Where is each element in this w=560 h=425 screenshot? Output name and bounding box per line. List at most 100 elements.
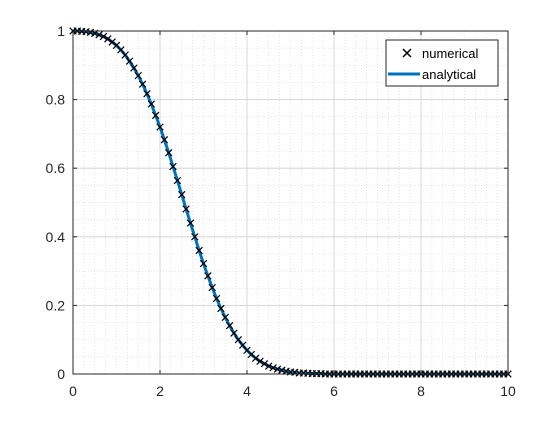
numerical-point-stroke	[269, 364, 277, 372]
numerical-point	[265, 362, 273, 370]
numerical-point-stroke	[112, 41, 121, 50]
y-tick-label: 0.2	[46, 297, 66, 313]
numerical-point-stroke	[204, 272, 212, 280]
numerical-point	[86, 28, 95, 37]
numerical-point	[143, 90, 151, 98]
numerical-point	[234, 335, 243, 344]
numerical-point-stroke	[86, 28, 95, 37]
legend-analytical-label: analytical	[422, 67, 476, 82]
numerical-point-stroke	[169, 162, 177, 171]
numerical-point-stroke	[95, 31, 103, 39]
numerical-point-stroke	[278, 366, 286, 374]
numerical-point	[125, 57, 134, 65]
numerical-point-stroke	[251, 354, 260, 362]
numerical-point-stroke	[160, 136, 169, 144]
y-tick-label: 1	[57, 23, 65, 39]
numerical-point-stroke	[199, 259, 208, 268]
numerical-point	[147, 100, 156, 108]
numerical-point-stroke	[125, 57, 134, 65]
legend: numerical analytical	[385, 39, 499, 87]
numerical-point-stroke	[156, 123, 164, 131]
numerical-point-stroke	[134, 71, 142, 80]
numerical-point	[278, 366, 286, 374]
numerical-point	[108, 38, 116, 46]
numerical-point	[156, 123, 164, 131]
numerical-point	[230, 329, 238, 337]
numerical-point-stroke	[195, 246, 203, 255]
numerical-point-stroke	[99, 32, 108, 41]
numerical-point-stroke	[117, 46, 125, 54]
x-tick-label: 6	[330, 383, 338, 399]
numerical-point	[212, 294, 221, 303]
x-tick-label: 0	[69, 383, 77, 399]
numerical-point-stroke	[247, 350, 256, 359]
numerical-point	[186, 219, 195, 227]
numerical-point	[269, 364, 277, 372]
legend-box	[385, 39, 499, 87]
numerical-point-stroke	[225, 321, 234, 330]
numerical-point	[260, 359, 269, 368]
numerical-point	[134, 71, 142, 80]
x-tick-label: 2	[156, 383, 164, 399]
numerical-point-stroke	[138, 80, 147, 88]
numerical-point-stroke	[151, 111, 160, 120]
numerical-point	[164, 149, 173, 157]
numerical-point	[151, 111, 160, 120]
numerical-point	[251, 354, 260, 362]
numerical-point-stroke	[130, 64, 138, 72]
numerical-point	[199, 259, 208, 268]
numerical-point-stroke	[212, 294, 221, 303]
numerical-point-stroke	[164, 149, 173, 157]
numerical-point	[138, 80, 147, 88]
numerical-point-stroke	[273, 365, 282, 373]
numerical-point	[221, 313, 229, 322]
numerical-point	[217, 304, 225, 313]
numerical-point-stroke	[208, 283, 216, 292]
numerical-point-stroke	[260, 359, 269, 368]
numerical-point-stroke	[104, 35, 112, 43]
numerical-point-stroke	[108, 38, 116, 46]
numerical-point	[208, 283, 216, 292]
legend-numerical-label: numerical	[422, 46, 478, 61]
numerical-point-stroke	[243, 346, 251, 355]
numerical-point-stroke	[173, 176, 182, 185]
numerical-point	[256, 357, 264, 366]
numerical-point-stroke	[147, 100, 156, 108]
x-tick-label: 8	[417, 383, 425, 399]
numerical-point	[169, 162, 177, 171]
numerical-point-stroke	[186, 219, 195, 227]
numerical-point-stroke	[178, 190, 186, 199]
numerical-point	[191, 233, 199, 241]
numerical-point	[204, 272, 212, 280]
numerical-point	[130, 64, 138, 72]
numerical-point-stroke	[191, 233, 199, 241]
ticks-layer	[72, 30, 509, 375]
x-tick-labels: 0 2 4 6 8 10	[69, 383, 516, 399]
x-tick-label: 4	[243, 383, 251, 399]
numerical-point	[104, 35, 112, 43]
y-tick-label: 0.4	[46, 229, 66, 245]
numerical-point	[160, 136, 169, 144]
numerical-point-stroke	[234, 335, 243, 344]
x-tick-label: 10	[500, 383, 516, 399]
y-tick-labels: 0 0.2 0.4 0.6 0.8 1	[46, 23, 66, 382]
axes-box	[72, 30, 509, 375]
y-tick-label: 0.6	[46, 160, 66, 176]
numerical-point-stroke	[143, 90, 151, 98]
numerical-point	[195, 246, 203, 255]
numerical-point-stroke	[121, 51, 129, 59]
legend-numerical-marker-icon	[402, 48, 412, 58]
numerical-point-stroke	[217, 304, 225, 313]
numerical-point	[95, 31, 103, 39]
y-tick-label: 0.8	[46, 92, 66, 108]
numerical-point-stroke	[230, 329, 238, 337]
numerical-point	[273, 365, 282, 373]
numerical-point	[178, 190, 186, 199]
y-tick-label: 0	[57, 366, 65, 382]
numerical-point	[173, 176, 182, 185]
numerical-point	[182, 205, 190, 213]
numerical-point	[99, 32, 108, 41]
numerical-point-stroke	[256, 357, 264, 366]
